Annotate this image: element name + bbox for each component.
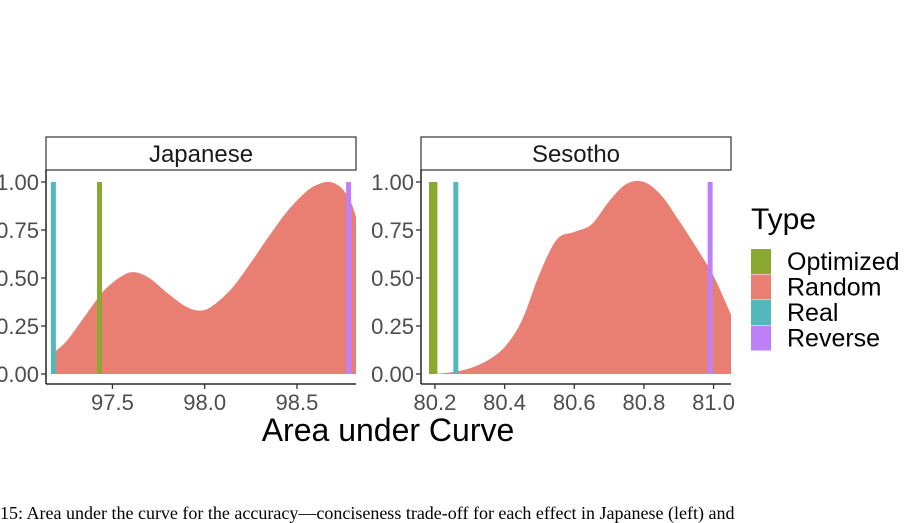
- legend-title: Type: [751, 203, 816, 236]
- y-axis-japanese: 0.00 0.25 0.50 0.75 1.00: [0, 170, 47, 387]
- x-tick-label-sesotho-4: 81.0: [692, 390, 735, 415]
- legend-key-optimized: [751, 249, 771, 274]
- facet-title-sesotho: Sesotho: [532, 141, 620, 168]
- legend-key-reverse: [751, 325, 771, 351]
- x-axis-japanese: 97.5 98.0 98.5: [46, 383, 356, 415]
- density-area-random-sesotho: [434, 180, 731, 374]
- plot-area-sesotho: [428, 180, 731, 374]
- density-figure: Japanese 0.00 0.25 0.50 0.75 1.00 97.5 98.0 98…: [0, 136, 900, 448]
- facet-strip-sesotho: [420, 136, 732, 171]
- x-tick-label-sesotho-0: 80.2: [414, 390, 457, 415]
- legend-label-random: Random: [787, 274, 882, 302]
- legend-key-random: [751, 274, 771, 300]
- y-tick-label-sesotho-2: 0.50: [371, 266, 414, 291]
- facet-strip-japanese: [45, 136, 357, 171]
- y-tick-label-sesotho-0: 0.00: [371, 362, 414, 387]
- y-axis-sesotho: 0.00 0.25 0.50 0.75 1.00: [371, 170, 422, 387]
- y-tick-label-japanese-2: 0.50: [0, 266, 39, 291]
- plot-area-japanese: [50, 181, 356, 374]
- y-tick-label-sesotho-3: 0.75: [371, 218, 414, 243]
- x-tick-label-japanese-1: 98.0: [183, 390, 226, 415]
- y-tick-label-japanese-3: 0.75: [0, 218, 39, 243]
- legend-label-optimized: Optimized: [787, 248, 900, 276]
- facet-panel-sesotho: Sesotho 0.000.250.500.751.00 80.2 80.4 80.…: [371, 136, 735, 415]
- legend-label-reverse: Reverse: [787, 325, 880, 353]
- facet-title-japanese: Japanese: [149, 141, 253, 168]
- x-tick-label-japanese-2: 98.5: [276, 390, 319, 415]
- y-tick-label-sesotho-1: 0.25: [371, 314, 414, 339]
- x-tick-label-sesotho-3: 80.8: [623, 390, 666, 415]
- legend-label-real: Real: [787, 299, 838, 327]
- x-axis-sesotho: 80.2 80.4 80.6 80.8 81.0: [414, 383, 735, 415]
- density-area-random-japanese: [53, 181, 356, 374]
- y-tick-label-japanese-0: 0.00: [0, 362, 39, 387]
- x-tick-label-sesotho-2: 80.6: [553, 390, 596, 415]
- facet-panel-japanese: Japanese 0.00 0.25 0.50 0.75 1.00 97.5 98.0 98…: [0, 136, 357, 415]
- figure-caption: 15: Area under the curve for the accurac…: [0, 503, 735, 523]
- y-tick-label-sesotho-4: 1.00: [371, 170, 414, 195]
- legend-key-real: [751, 300, 771, 325]
- x-tick-label-sesotho-1: 80.4: [483, 390, 526, 415]
- y-tick-label-japanese-1: 0.25: [0, 314, 39, 339]
- x-tick-label-japanese-0: 97.5: [91, 390, 134, 415]
- x-axis-title: Area under Curve: [262, 412, 515, 448]
- y-tick-label-japanese-4: 1.00: [0, 170, 39, 195]
